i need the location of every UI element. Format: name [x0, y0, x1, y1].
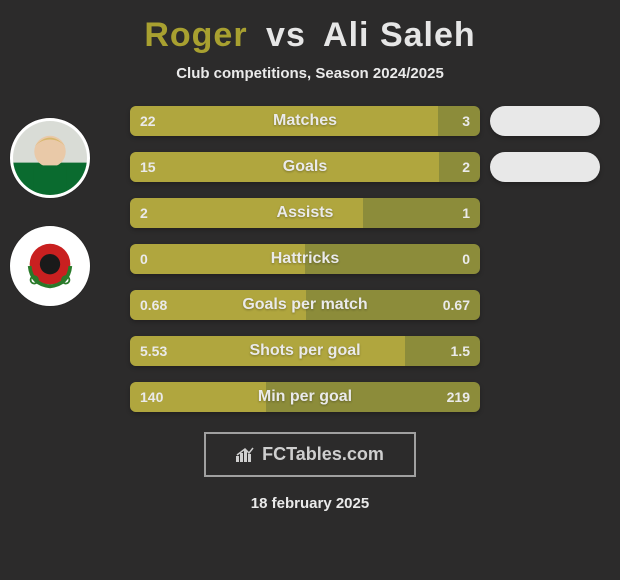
stat-bar: 140219Min per goal	[130, 382, 480, 412]
player1-avatar	[10, 118, 90, 198]
stat-bar: 223Matches	[130, 106, 480, 136]
stat-label: Hattricks	[130, 244, 480, 274]
comparison-infographic: Roger vs Ali Saleh Club competitions, Se…	[0, 0, 620, 580]
title-player1: Roger	[144, 16, 247, 54]
footer: FCTables.com 18 february 2025	[0, 432, 620, 512]
avatar-column	[10, 106, 110, 334]
brand-box: FCTables.com	[204, 432, 416, 477]
brand-chart-icon	[236, 446, 256, 462]
right-badge-column	[490, 106, 600, 428]
stat-bar: 00Hattricks	[130, 244, 480, 274]
content-area: 223Matches 152Goals 21Assists 00Hattricks 0.…	[0, 106, 620, 412]
date-label: 18 february 2025	[0, 495, 620, 512]
page-title: Roger vs Ali Saleh	[0, 16, 620, 55]
club-badge-pill	[490, 152, 600, 182]
stat-bar: 0.680.67Goals per match	[130, 290, 480, 320]
stat-bar: 21Assists	[130, 198, 480, 228]
title-vs: vs	[266, 16, 306, 54]
stat-bar: 5.531.5Shots per goal	[130, 336, 480, 366]
subtitle: Club competitions, Season 2024/2025	[0, 65, 620, 82]
stat-label: Min per goal	[130, 382, 480, 412]
stat-label: Goals	[130, 152, 480, 182]
title-player2: Ali Saleh	[323, 16, 476, 54]
stat-label: Goals per match	[130, 290, 480, 320]
brand-rest: Tables.com	[286, 444, 384, 464]
brand-fc: FC	[262, 444, 286, 464]
club-badge-pill	[490, 106, 600, 136]
stat-bar: 152Goals	[130, 152, 480, 182]
player2-club-badge	[10, 226, 90, 306]
stat-label: Shots per goal	[130, 336, 480, 366]
stat-bars: 223Matches 152Goals 21Assists 00Hattricks 0.…	[130, 106, 480, 412]
stat-label: Assists	[130, 198, 480, 228]
stat-label: Matches	[130, 106, 480, 136]
